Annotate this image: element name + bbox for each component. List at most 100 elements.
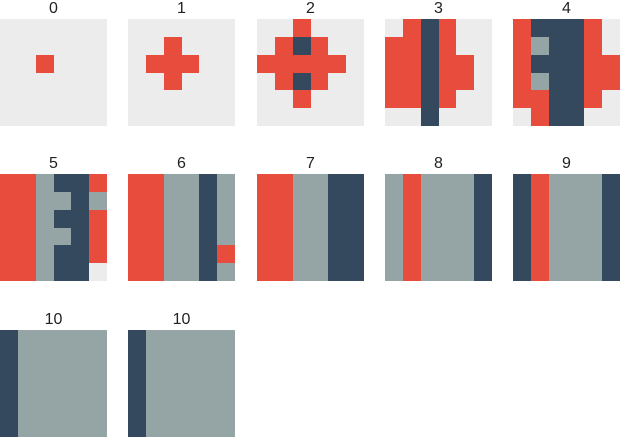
grid-cell	[548, 72, 567, 91]
grid-cell	[128, 365, 146, 384]
grid-cell	[385, 108, 403, 126]
grid-cell	[35, 108, 54, 126]
grid-cell	[438, 36, 457, 55]
grid-cell	[71, 383, 90, 402]
grid-cell	[328, 19, 347, 37]
grid-cell	[53, 191, 72, 210]
grid-cell	[530, 19, 549, 37]
grid-cell	[128, 383, 146, 402]
grid-cell	[0, 419, 18, 437]
grid-cell	[310, 90, 329, 109]
grid-cell	[566, 227, 585, 246]
grid-cell	[0, 383, 18, 402]
grid-cell	[310, 174, 329, 192]
grid-cell	[35, 401, 54, 420]
panel-label: 2	[306, 0, 315, 17]
grid-cell	[128, 72, 146, 91]
grid-cell	[602, 36, 620, 55]
grid-cell	[17, 19, 36, 37]
grid-cell	[274, 227, 293, 246]
grid-cell	[346, 108, 364, 126]
grid-cell	[530, 227, 549, 246]
grid-cell	[17, 347, 36, 366]
grid-cell	[438, 263, 457, 281]
grid-cell	[89, 36, 107, 55]
grid-cell	[530, 191, 549, 210]
grid-cell	[181, 227, 200, 246]
grid-cell	[199, 227, 218, 246]
grid-cell	[71, 419, 90, 437]
grid-cell	[199, 108, 218, 126]
grid-cell	[145, 209, 164, 228]
grid-cell	[602, 54, 620, 73]
grid-cell	[217, 36, 235, 55]
grid-cell	[145, 383, 164, 402]
grid-cell	[89, 19, 107, 37]
grid-cell	[163, 263, 182, 281]
grid-cell	[548, 209, 567, 228]
grid-cell	[566, 54, 585, 73]
grid-cell	[0, 108, 18, 126]
grid-cell	[35, 191, 54, 210]
grid-cell	[456, 90, 475, 109]
grid-cell	[438, 108, 457, 126]
grid-cell	[474, 90, 492, 109]
grid-cell	[328, 108, 347, 126]
grid-cell	[71, 365, 90, 384]
pixel-grid	[385, 19, 492, 126]
grid-cell	[310, 54, 329, 73]
grid-cell	[513, 227, 531, 246]
grid-cell	[584, 19, 603, 37]
grid-cell	[199, 365, 218, 384]
grid-cell	[53, 227, 72, 246]
grid-cell	[402, 191, 421, 210]
grid-cell	[548, 245, 567, 264]
grid-cell	[35, 36, 54, 55]
grid-cell	[0, 330, 18, 348]
grid-cell	[35, 330, 54, 348]
grid-cell	[310, 72, 329, 91]
grid-cell	[128, 174, 146, 192]
grid-cell	[89, 383, 107, 402]
grid-cell	[257, 54, 275, 73]
grid-cell	[53, 347, 72, 366]
grid-cell	[474, 36, 492, 55]
grid-cell	[217, 245, 235, 264]
grid-cell	[199, 54, 218, 73]
grid-cell	[163, 90, 182, 109]
grid-cell	[292, 36, 311, 55]
grid-cell	[438, 227, 457, 246]
grid-cell	[181, 209, 200, 228]
grid-cell	[566, 90, 585, 109]
grid-cell	[438, 90, 457, 109]
grid-cell	[257, 245, 275, 264]
grid-cell	[128, 209, 146, 228]
grid-cell	[274, 191, 293, 210]
grid-cell	[71, 401, 90, 420]
grid-cell	[328, 209, 347, 228]
grid-cell	[474, 72, 492, 91]
pixel-grid	[128, 19, 235, 126]
grid-cell	[0, 174, 18, 192]
grid-cell	[274, 90, 293, 109]
grid-cell	[53, 263, 72, 281]
grid-cell	[402, 90, 421, 109]
grid-cell	[181, 245, 200, 264]
grid-cell	[548, 227, 567, 246]
panel-label: 4	[562, 0, 571, 17]
grid-cell	[0, 90, 18, 109]
grid-cell	[89, 365, 107, 384]
grid-cell	[346, 209, 364, 228]
grid-cell	[438, 72, 457, 91]
grid-cell	[548, 36, 567, 55]
grid-cell	[217, 401, 235, 420]
grid-cell	[602, 19, 620, 37]
grid-cell	[530, 72, 549, 91]
grid-cell	[420, 209, 439, 228]
grid-cell	[0, 19, 18, 37]
grid-cell	[199, 419, 218, 437]
grid-cell	[584, 245, 603, 264]
grid-cell	[346, 36, 364, 55]
grid-cell	[0, 401, 18, 420]
grid-cell	[35, 227, 54, 246]
